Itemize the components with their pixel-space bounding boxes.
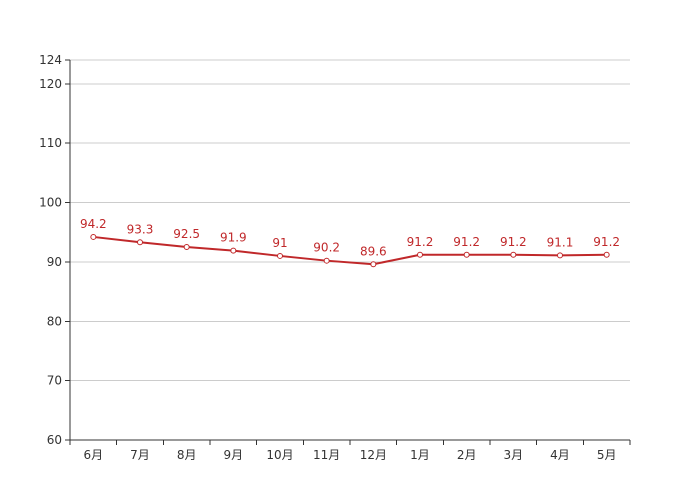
x-tick-label: 11月 (313, 448, 340, 462)
y-tick-label: 120 (39, 77, 62, 91)
series-line (93, 235, 607, 266)
data-label: 90.2 (313, 241, 340, 255)
data-point (510, 251, 517, 258)
x-tick-label: 7月 (130, 448, 150, 462)
x-tick-label: 4月 (550, 448, 570, 462)
data-point (557, 252, 563, 259)
x-tick-labels: 6月 7月 8月 9月 10月 11月 12月 1月 2月 3月 4月 5月 (84, 448, 617, 462)
data-label: 93.3 (127, 222, 154, 236)
y-tick-label: 124 (39, 53, 62, 67)
y-tick-label: 70 (47, 374, 62, 388)
x-tick-label: 12月 (360, 448, 387, 462)
data-point (417, 251, 423, 258)
data-label: 91.2 (453, 235, 480, 249)
data-point (90, 233, 97, 240)
x-tick-label: 9月 (224, 448, 244, 462)
data-label: 94.2 (80, 217, 107, 231)
data-point (230, 247, 237, 254)
y-tick-label: 110 (39, 136, 62, 150)
data-label: 89.6 (360, 244, 387, 258)
data-label: 91.2 (500, 235, 527, 249)
data-label: 91.1 (547, 235, 574, 249)
x-tick-label: 5月 (597, 448, 617, 462)
x-tick-label: 8月 (177, 448, 197, 462)
y-tick-label: 100 (39, 196, 62, 210)
data-label: 92.5 (173, 227, 200, 241)
gridlines (70, 59, 630, 382)
data-label: 91.9 (220, 231, 247, 245)
data-point (463, 251, 470, 258)
axes (65, 59, 631, 445)
series (90, 233, 610, 268)
data-point (277, 252, 283, 259)
data-point (137, 239, 143, 246)
x-tick-label: 2月 (457, 448, 477, 462)
data-labels: 94.2 93.3 92.5 91.9 91 90.2 89.6 91.2 91.2 91.2 91… (80, 217, 620, 258)
data-point (323, 257, 330, 264)
data-point (370, 261, 377, 268)
x-tick-label: 10月 (266, 448, 293, 462)
data-label: 91.2 (407, 235, 434, 249)
data-point (183, 244, 190, 251)
y-tick-label: 80 (47, 314, 62, 328)
y-tick-label: 90 (47, 255, 62, 269)
data-label: 91 (272, 236, 287, 250)
data-label: 91.2 (593, 235, 620, 249)
data-point (603, 251, 610, 258)
y-tick-labels: 60 70 80 90 100 110 120 124 (39, 53, 62, 447)
x-tick-label: 6月 (84, 448, 104, 462)
x-tick-label: 1月 (410, 448, 430, 462)
y-tick-label: 60 (47, 433, 62, 447)
x-tick-label: 3月 (504, 448, 524, 462)
